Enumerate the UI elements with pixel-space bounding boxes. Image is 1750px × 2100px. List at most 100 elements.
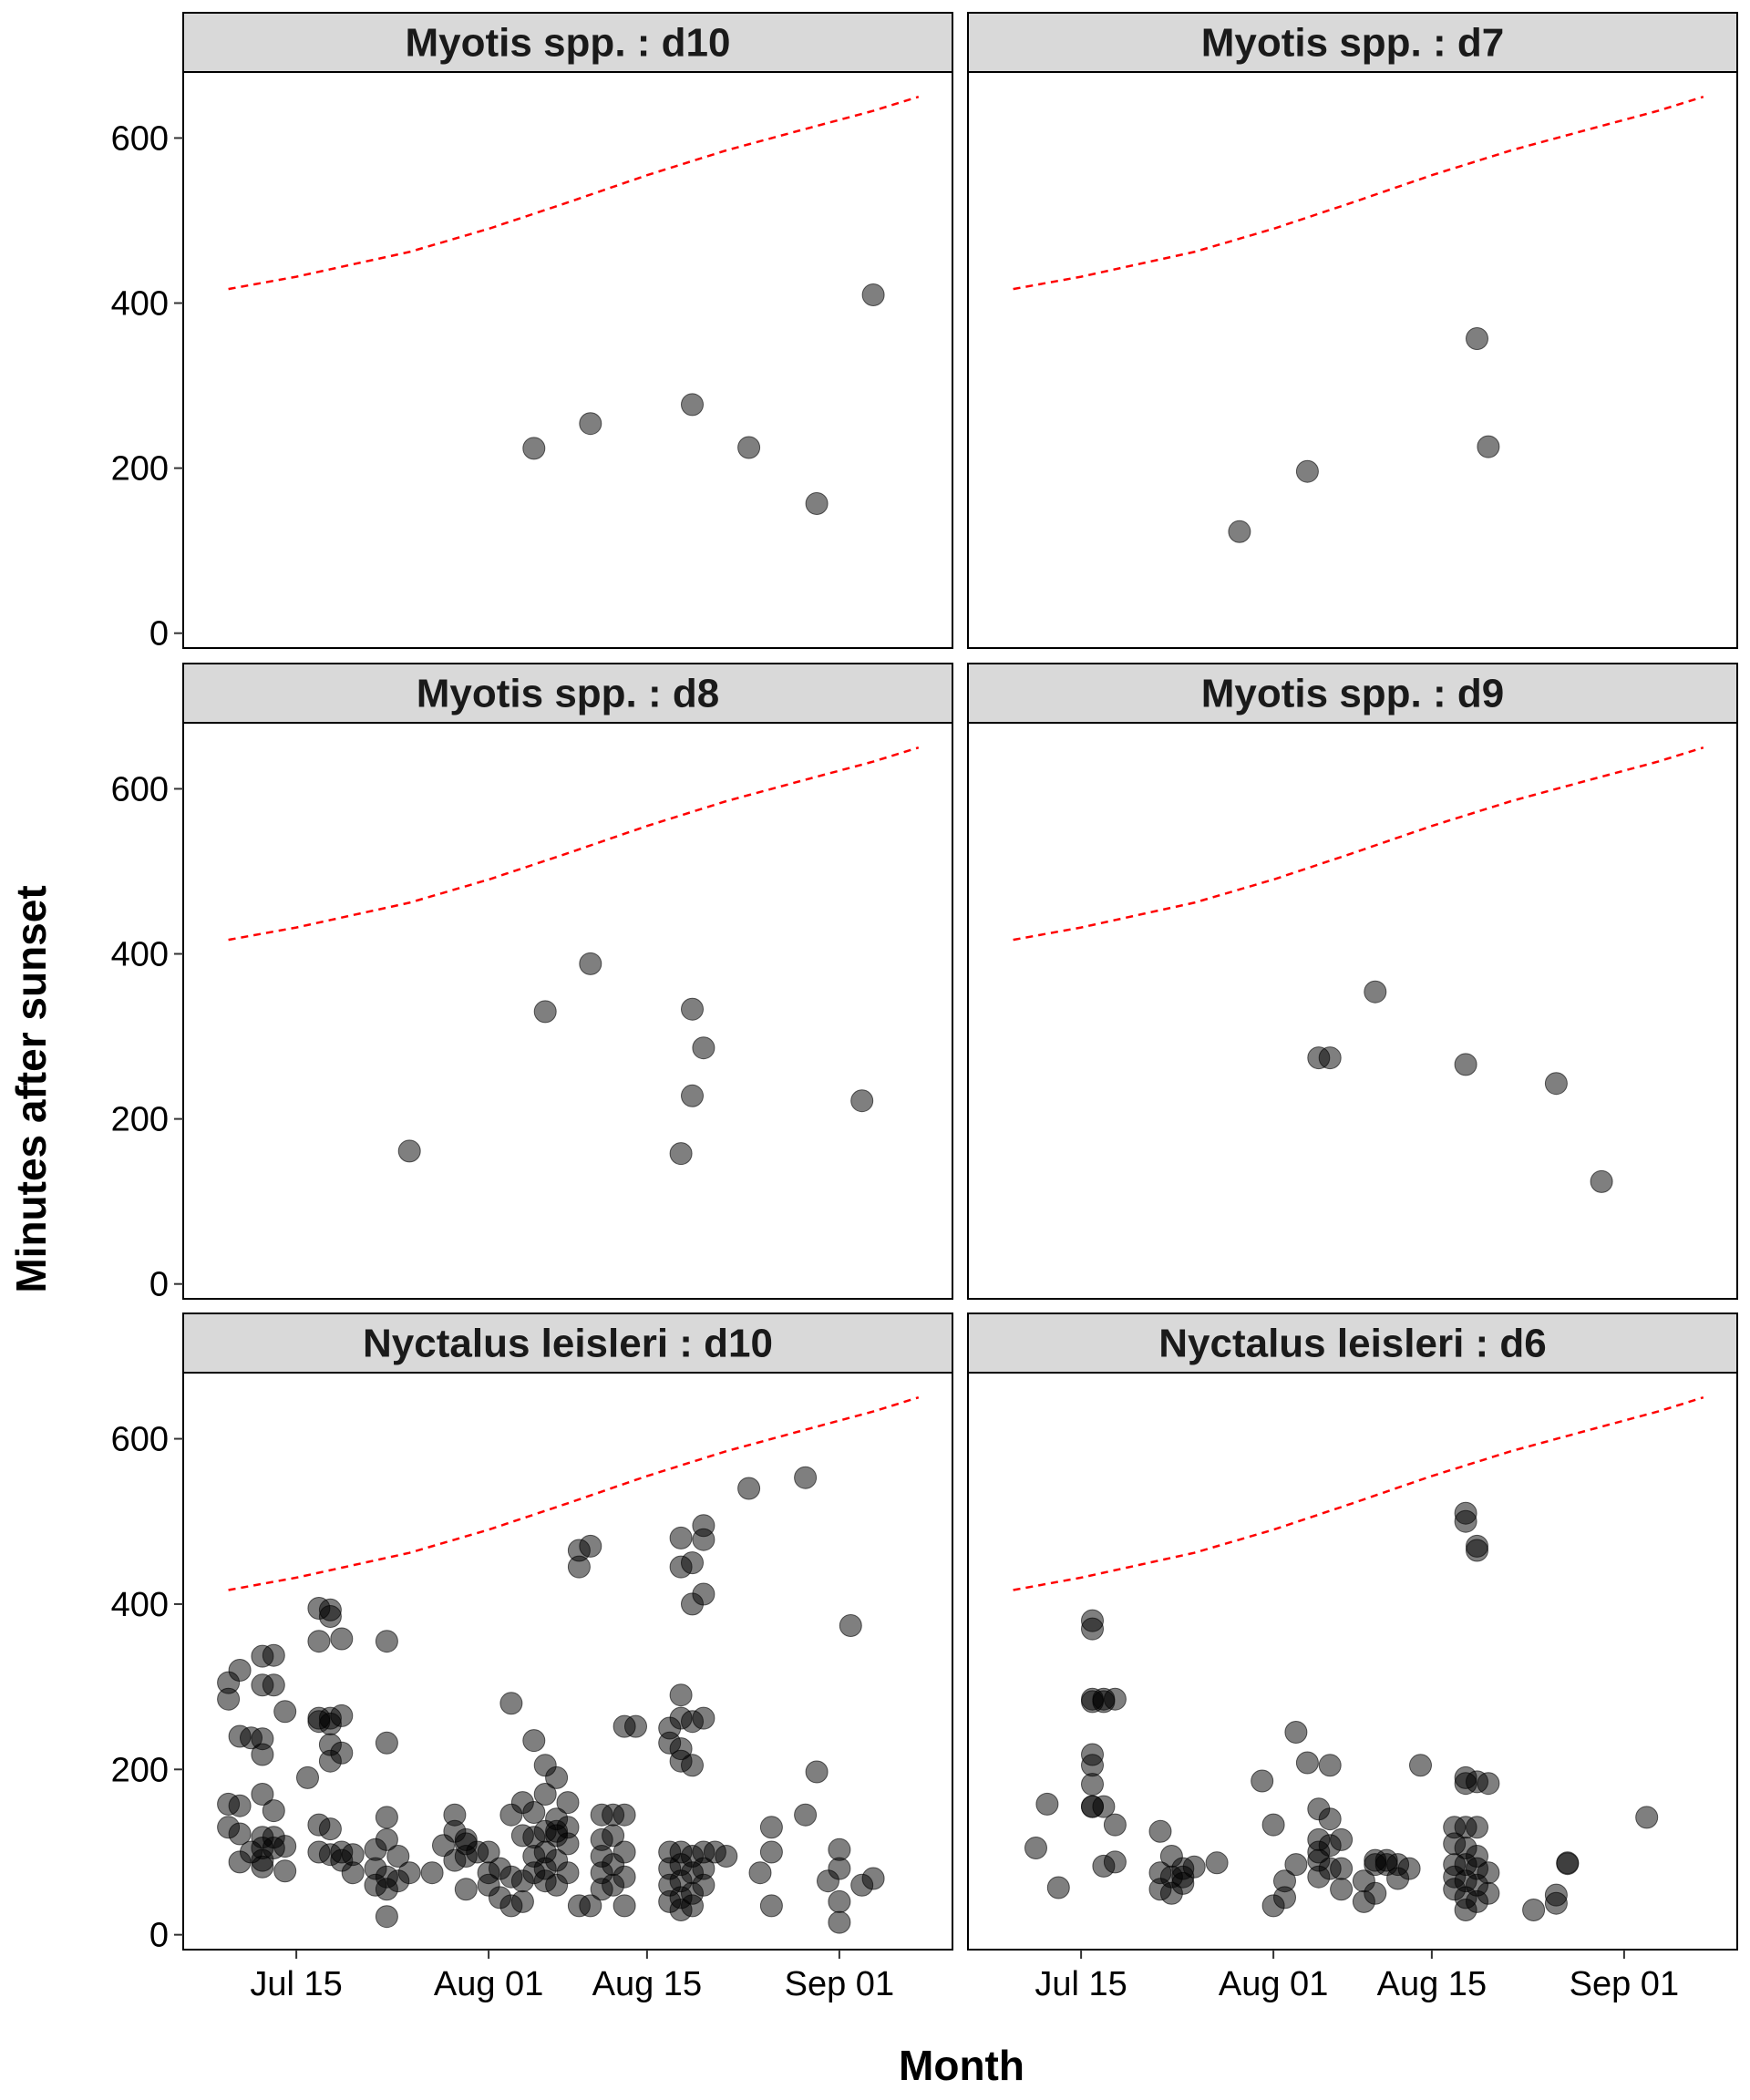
data-point <box>420 1861 444 1885</box>
facet-title: Nyctalus leisleri : d6 <box>1158 1322 1547 1366</box>
facet-title: Myotis spp. : d9 <box>1201 672 1504 716</box>
data-point <box>1273 1886 1296 1910</box>
data-point <box>375 1630 398 1653</box>
data-point <box>499 1692 523 1715</box>
data-point <box>579 1894 602 1918</box>
facet-panel-1: Myotis spp. : d10 <box>182 12 953 649</box>
y-tick-label: 0 <box>149 615 169 654</box>
data-point <box>1103 1850 1127 1874</box>
x-tick-label: Aug 15 <box>1377 1965 1487 2003</box>
shared-axes: 0 200 400 600 0 200 400 600 0 200 400 600 Jul 15 Aug … <box>111 119 1680 2003</box>
data-point <box>612 1865 636 1889</box>
data-point <box>296 1765 319 1789</box>
data-point <box>273 1859 297 1883</box>
facet-title: Nyctalus leisleri : d10 <box>363 1322 773 1366</box>
data-point <box>375 1806 398 1829</box>
data-point <box>341 1843 365 1867</box>
data-point <box>1024 1837 1047 1859</box>
data-point <box>533 1000 557 1024</box>
data-point <box>545 1765 569 1789</box>
data-point <box>1397 1857 1421 1880</box>
data-point <box>533 1783 557 1806</box>
data-point <box>850 1089 874 1113</box>
data-point <box>669 1142 693 1166</box>
data-point <box>681 393 704 417</box>
data-point <box>861 1867 885 1890</box>
data-point <box>1454 1509 1477 1533</box>
data-point <box>522 1801 546 1824</box>
data-point <box>1556 1852 1580 1876</box>
data-point <box>669 1683 693 1707</box>
x-axis-title: Month <box>899 2042 1024 2089</box>
data-points <box>1228 327 1500 543</box>
y-tick-label: 600 <box>111 119 169 158</box>
x-tick-label: Aug 15 <box>592 1965 702 2003</box>
facet-strip <box>967 12 1738 73</box>
data-point <box>318 1817 342 1841</box>
y-tick-label: 0 <box>149 1266 169 1304</box>
data-point <box>602 1824 625 1848</box>
data-point <box>624 1714 647 1738</box>
data-point <box>1103 1813 1127 1837</box>
data-point <box>1330 1878 1354 1901</box>
facet-strip <box>967 663 1738 724</box>
data-point <box>681 1754 704 1777</box>
data-point <box>1295 1751 1319 1775</box>
facet-title: Myotis spp. : d8 <box>417 672 719 716</box>
data-point <box>748 1861 772 1885</box>
data-point <box>692 1706 715 1730</box>
data-point <box>828 1857 851 1880</box>
data-point <box>262 1673 285 1697</box>
data-point <box>273 1835 297 1858</box>
facet-panel-6: Nyctalus leisleri : d6 <box>967 1312 1738 1951</box>
data-point <box>262 1643 285 1667</box>
data-point <box>522 437 546 460</box>
data-point <box>681 1084 704 1107</box>
x-tick-label: Jul 15 <box>1035 1965 1127 2003</box>
data-point <box>1103 1687 1127 1711</box>
data-point <box>1092 1795 1116 1818</box>
y-tick-label: 200 <box>111 1751 169 1789</box>
x-tick-label: Jul 15 <box>250 1965 342 2003</box>
data-point <box>375 1731 398 1755</box>
plot-panel <box>967 722 1738 1300</box>
data-point <box>1590 1169 1613 1193</box>
y-tick-label: 400 <box>111 285 169 324</box>
data-point <box>567 1555 591 1579</box>
data-point <box>1046 1876 1070 1899</box>
data-point <box>737 1477 761 1500</box>
facet-strip <box>182 12 953 73</box>
data-point <box>397 1861 421 1885</box>
data-point <box>1466 327 1488 350</box>
data-point <box>1318 1046 1342 1070</box>
data-point <box>273 1700 297 1724</box>
y-tick-label: 400 <box>111 936 169 974</box>
y-tick-label: 400 <box>111 1586 169 1624</box>
data-point <box>443 1803 467 1827</box>
data-point <box>1035 1792 1059 1816</box>
data-point <box>1477 1772 1500 1796</box>
data-point <box>1544 1072 1568 1096</box>
facet-strip <box>182 663 953 724</box>
facet-panel-2: Myotis spp. : d7 <box>967 12 1738 649</box>
data-point <box>692 1873 715 1897</box>
data-point <box>1477 1861 1500 1885</box>
data-point <box>228 1822 252 1846</box>
facet-panel-5: Nyctalus leisleri : d10 <box>182 1312 953 1951</box>
data-point <box>1148 1819 1172 1843</box>
data-points <box>1307 980 1613 1193</box>
facet-panel-3: Myotis spp. : d8 <box>182 663 953 1300</box>
data-point <box>454 1878 478 1901</box>
facet-panel-4: Myotis spp. : d9 <box>967 663 1738 1300</box>
plot-panel <box>967 71 1738 649</box>
data-point <box>1635 1806 1659 1829</box>
data-point <box>759 1816 783 1839</box>
data-point <box>1522 1899 1546 1921</box>
data-points <box>217 1466 885 1934</box>
data-point <box>228 1659 252 1682</box>
facet-panels: Myotis spp. : d10 Myotis spp. : d7 Myotis … <box>182 12 1738 1951</box>
data-point <box>251 1783 274 1806</box>
data-point <box>794 1803 818 1827</box>
data-point <box>1284 1853 1308 1877</box>
